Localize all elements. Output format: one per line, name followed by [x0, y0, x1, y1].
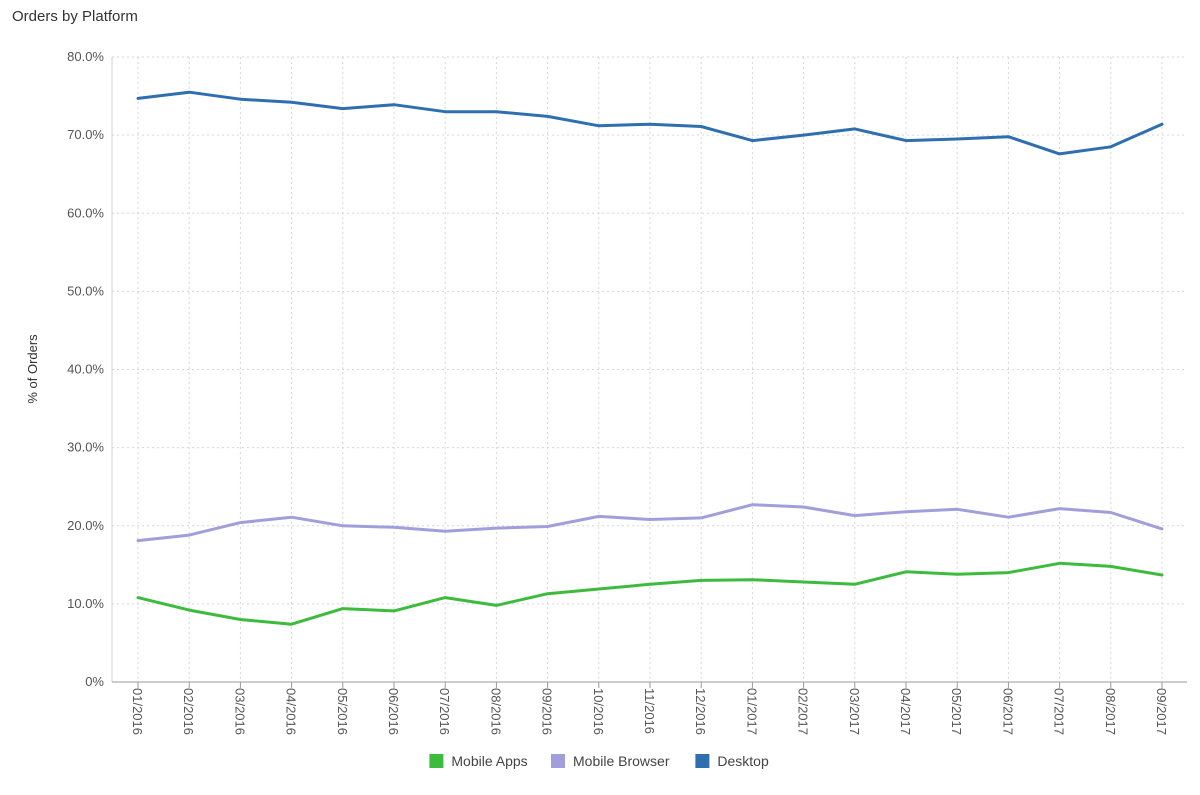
- legend: Mobile Apps Mobile Browser Desktop: [429, 753, 769, 769]
- x-tick-label: 05/2017: [949, 688, 964, 735]
- legend-label: Mobile Browser: [573, 753, 670, 769]
- legend-swatch: [429, 754, 444, 768]
- y-tick-label: 60.0%: [67, 205, 104, 220]
- y-tick-label: 70.0%: [67, 127, 104, 142]
- legend-item-mobile-apps[interactable]: Mobile Apps: [429, 753, 528, 769]
- legend-swatch: [695, 754, 710, 768]
- x-tick-label: 10/2016: [591, 688, 606, 735]
- y-tick-label: 20.0%: [67, 518, 104, 533]
- x-tick-label: 04/2016: [284, 688, 299, 735]
- series-layer: [136, 90, 1164, 626]
- y-axis-label: % of Orders: [25, 334, 40, 404]
- x-tick-label: 07/2017: [1052, 688, 1067, 735]
- x-tick-label: 05/2016: [335, 688, 350, 735]
- x-tick-label: 09/2016: [540, 688, 555, 735]
- y-tick-label: 80.0%: [67, 49, 104, 64]
- x-tick-label: 12/2016: [693, 688, 708, 735]
- series-line-mobile-apps: [136, 561, 1164, 626]
- x-tick-label: 03/2017: [847, 688, 862, 735]
- chart-title: Orders by Platform: [12, 8, 138, 25]
- x-tick-label: 01/2016: [130, 688, 145, 735]
- axis-layer: 0% 10.0% 20.0% 30.0% 40.0% 50.0% 60.0% 70.0% 80.…: [67, 49, 1187, 735]
- legend-swatch: [551, 754, 565, 768]
- grid-layer: [112, 56, 1187, 682]
- x-tick-label: 08/2017: [1103, 688, 1118, 735]
- legend-item-mobile-browser[interactable]: Mobile Browser: [551, 753, 670, 769]
- y-tick-label: 0%: [85, 674, 104, 689]
- x-tick-label: 09/2017: [1154, 688, 1169, 735]
- series-line-mobile-browser: [136, 503, 1164, 543]
- legend-item-desktop[interactable]: Desktop: [695, 753, 769, 769]
- legend-label: Mobile Apps: [451, 753, 527, 769]
- y-tick-label: 40.0%: [67, 362, 104, 377]
- x-tick-label: 03/2016: [232, 688, 247, 735]
- x-tick-label: 08/2016: [488, 688, 503, 735]
- x-tick-label: 04/2017: [898, 688, 913, 735]
- series-line-desktop: [136, 90, 1164, 156]
- y-tick-label: 30.0%: [67, 440, 104, 455]
- y-tick-label: 10.0%: [67, 596, 104, 611]
- x-tick-label: 06/2017: [1000, 688, 1015, 735]
- x-tick-label: 11/2016: [642, 688, 657, 734]
- x-tick-label: 02/2017: [796, 688, 811, 735]
- x-tick-label: 07/2016: [437, 688, 452, 735]
- y-tick-label: 50.0%: [67, 283, 104, 298]
- x-tick-label: 06/2016: [386, 688, 401, 735]
- x-tick-label: 02/2016: [181, 688, 196, 735]
- x-tick-label: 01/2017: [744, 688, 759, 735]
- legend-label: Desktop: [717, 753, 769, 769]
